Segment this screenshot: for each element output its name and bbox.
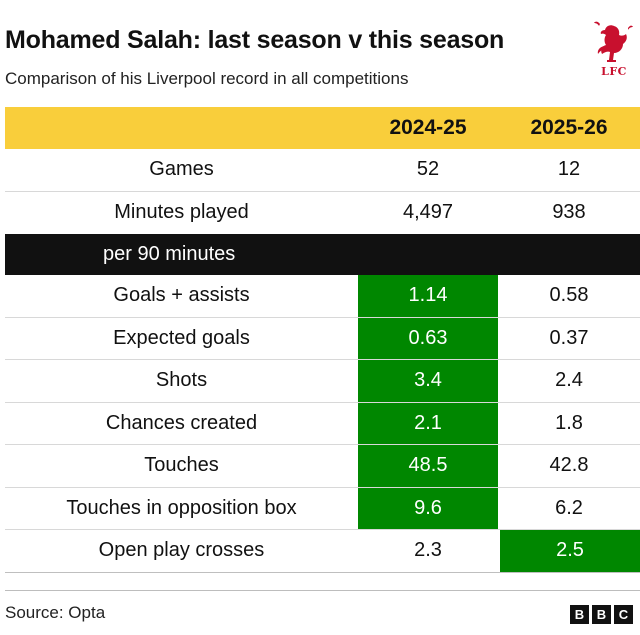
table-header: 2024-25 2025-26 — [5, 107, 640, 149]
table-row-touches-opp-box: Touches in opposition box 9.6 6.2 — [5, 487, 640, 530]
bbc-logo-letter: C — [614, 605, 633, 624]
row-label: Shots — [155, 369, 208, 392]
row-label: Games — [149, 158, 214, 181]
table-row-touches: Touches 48.5 42.8 — [5, 445, 640, 488]
section-label: per 90 minutes — [103, 243, 236, 265]
table-row-chances-created: Chances created 2.1 1.8 — [5, 402, 640, 445]
liverbird-icon — [594, 21, 633, 62]
row-label: Open play crosses — [98, 539, 265, 562]
value-2025-26: 2.4 — [555, 369, 583, 392]
row-label: Touches in opposition box — [66, 496, 297, 519]
value-2024-25: 1.14 — [358, 275, 498, 317]
table-row-minutes: Minutes played 4,497 938 — [5, 192, 640, 235]
bbc-logo: B B C — [570, 605, 633, 624]
stats-table: 2024-25 2025-26 Games 52 12 Minutes play… — [5, 107, 640, 573]
bbc-logo-letter: B — [592, 605, 611, 624]
header-label — [5, 107, 358, 149]
table-row-open-play-crosses: Open play crosses 2.3 2.5 — [5, 530, 640, 573]
row-label: Expected goals — [113, 326, 250, 349]
value-2024-25: 48.5 — [358, 445, 498, 487]
source-note: Source: Opta — [5, 603, 106, 622]
row-label: Goals + assists — [113, 284, 250, 307]
header-season-2024-25: 2024-25 — [389, 116, 467, 139]
row-label: Chances created — [105, 411, 258, 434]
value-2024-25: 9.6 — [358, 487, 498, 529]
value-2025-26: 0.58 — [549, 284, 589, 307]
value-2024-25: 52 — [416, 158, 440, 181]
bbc-logo-letter: B — [570, 605, 589, 624]
chart-title: Mohamed Salah: last season v this season — [5, 26, 505, 54]
value-2024-25: 3.4 — [358, 360, 498, 402]
table-row-shots: Shots 3.4 2.4 — [5, 360, 640, 403]
footer-divider — [5, 590, 640, 591]
chart-subtitle: Comparison of his Liverpool record in al… — [5, 69, 409, 88]
value-2024-25: 4,497 — [402, 201, 454, 224]
value-2024-25: 2.3 — [414, 539, 442, 562]
header-season-2025-26: 2025-26 — [530, 116, 608, 139]
value-2025-26: 6.2 — [555, 496, 583, 519]
lfc-logo-text: LFC — [601, 65, 627, 78]
table-row-games: Games 52 12 — [5, 149, 640, 192]
value-2025-26: 0.37 — [549, 326, 589, 349]
table-row-goals-assists: Goals + assists 1.14 0.58 — [5, 275, 640, 318]
section-per-90: per 90 minutes — [5, 234, 640, 275]
table-row-expected-goals: Expected goals 0.63 0.37 — [5, 317, 640, 360]
value-2024-25: 2.1 — [358, 402, 498, 444]
value-2025-26: 42.8 — [549, 454, 589, 477]
row-label: Touches — [144, 454, 219, 477]
value-2024-25: 0.63 — [358, 317, 498, 359]
value-2025-26: 1.8 — [555, 411, 583, 434]
row-label: Minutes played — [114, 201, 249, 224]
value-2025-26: 12 — [557, 158, 581, 181]
value-2025-26: 938 — [552, 201, 586, 224]
value-2025-26: 2.5 — [500, 530, 640, 572]
